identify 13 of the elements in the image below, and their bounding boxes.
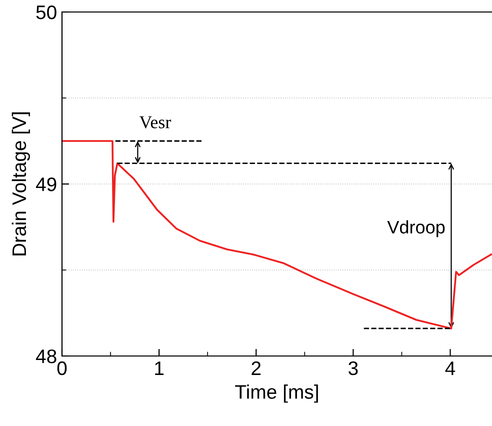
x-tick-label: 4 xyxy=(445,362,456,375)
annotation: Vdroop xyxy=(387,220,445,238)
y-tick-label: 49 xyxy=(36,177,56,192)
y-axis-title: Drain Voltage [V] xyxy=(12,112,30,256)
x-axis-title: Time [ms] xyxy=(235,384,318,403)
x-tick-label: 0 xyxy=(57,361,67,376)
x-tick-label: 2 xyxy=(252,361,261,375)
line-series xyxy=(62,140,492,330)
y-tick-label: 48 xyxy=(36,349,56,364)
x-tick-label: 1 xyxy=(155,362,164,375)
annotation: Vesr xyxy=(139,116,172,128)
x-tick-label: 3 xyxy=(348,361,358,376)
y-tick-label: 50 xyxy=(36,5,56,20)
